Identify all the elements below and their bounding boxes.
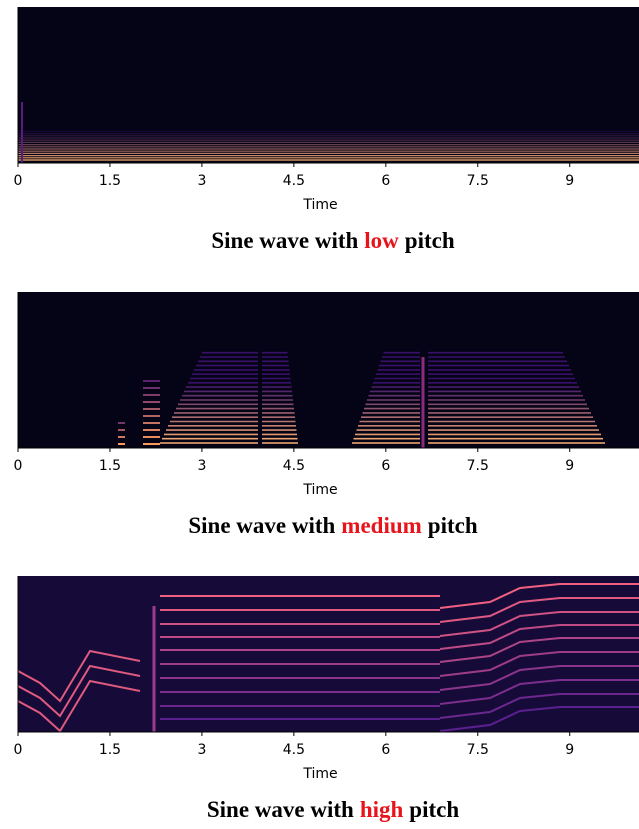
harmonic-curve: [439, 611, 639, 637]
x-tick-label: 4.5: [283, 458, 305, 474]
x-tick-label: 4.5: [283, 742, 305, 758]
x-tick-label: 0: [14, 742, 23, 758]
x-tick-label: 9: [565, 173, 574, 189]
x-tick-label: 9: [565, 458, 574, 474]
title-part: pitch: [405, 228, 455, 253]
harmonic-curve: [439, 624, 639, 650]
chart-title: Sine wave with medium pitch: [188, 513, 478, 538]
harmonic-curve: [439, 651, 639, 677]
harmonic-curve: [439, 583, 639, 609]
x-tick-label: 6: [381, 742, 390, 758]
x-tick-label: 1.5: [99, 173, 121, 189]
spectrogram: [18, 7, 639, 163]
harmonic-curve: [439, 706, 639, 732]
title-part: Sine wave with: [188, 513, 335, 538]
x-tick-label: 1.5: [99, 458, 121, 474]
x-axis-label: Time: [302, 766, 337, 782]
title-part: medium: [341, 513, 422, 538]
title-part: Sine wave with: [207, 797, 354, 822]
title-part: pitch: [409, 797, 459, 822]
harmonic-curve: [439, 637, 639, 663]
x-tick-label: 7.5: [467, 742, 489, 758]
harmonic-curve: [17, 679, 141, 733]
title-part: high: [360, 797, 404, 822]
x-tick-label: 3: [197, 742, 206, 758]
x-tick-label: 6: [381, 458, 390, 474]
title-part: low: [364, 228, 399, 253]
harmonic-curve: [17, 649, 141, 703]
x-axis-label: Time: [302, 197, 337, 213]
harmonic-curve: [439, 679, 639, 705]
x-tick-label: 9: [565, 742, 574, 758]
chart-title: Sine wave with high pitch: [207, 797, 459, 822]
harmonic-curve: [439, 665, 639, 691]
x-tick-label: 4.5: [283, 173, 305, 189]
x-tick-label: 3: [197, 458, 206, 474]
x-tick-label: 6: [381, 173, 390, 189]
spectrogram: [17, 576, 639, 733]
harmonic-curve: [17, 664, 141, 718]
x-axis-label: Time: [302, 482, 337, 498]
x-tick-label: 7.5: [467, 173, 489, 189]
x-tick-label: 3: [197, 173, 206, 189]
title-part: Sine wave with: [211, 228, 358, 253]
x-tick-label: 1.5: [99, 742, 121, 758]
harmonic-curve: [439, 597, 639, 623]
chart-title: Sine wave with low pitch: [211, 228, 455, 253]
x-tick-label: 0: [14, 173, 23, 189]
title-part: pitch: [428, 513, 478, 538]
x-tick-label: 7.5: [467, 458, 489, 474]
spectrogram: [18, 292, 639, 448]
plot-area: [18, 7, 639, 163]
x-tick-label: 0: [14, 458, 23, 474]
harmonic-curve: [439, 693, 639, 719]
